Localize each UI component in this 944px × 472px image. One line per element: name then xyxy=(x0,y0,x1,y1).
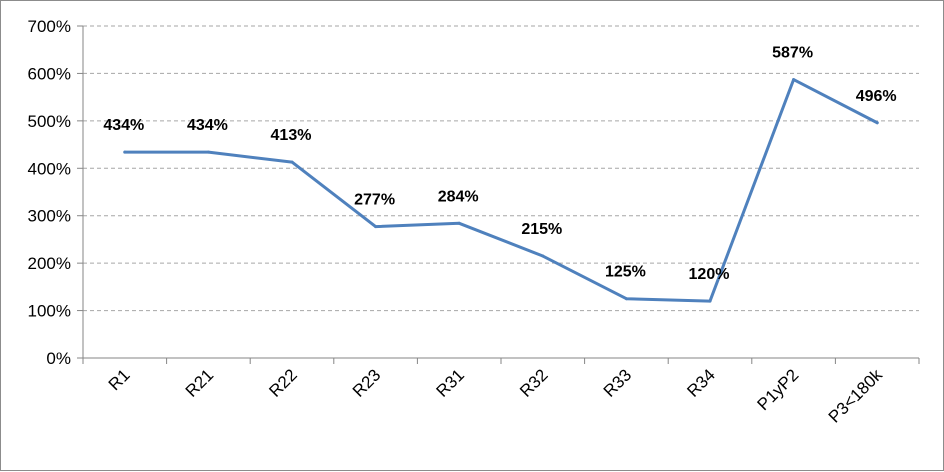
series-line xyxy=(123,78,879,303)
data-point xyxy=(457,221,461,225)
data-point xyxy=(123,150,127,154)
x-tick-label: R23 xyxy=(349,365,384,400)
data-label: 413% xyxy=(271,127,312,144)
x-tick-label: R21 xyxy=(182,365,217,400)
x-tick-label: R22 xyxy=(265,365,300,400)
y-tick-label: 600% xyxy=(28,64,71,83)
data-label: 587% xyxy=(772,45,813,62)
data-point xyxy=(708,299,712,303)
data-series xyxy=(123,78,879,303)
data-label: 284% xyxy=(438,188,479,205)
data-label: 277% xyxy=(354,192,395,209)
x-tick-label: R32 xyxy=(516,365,551,400)
data-point xyxy=(374,225,378,229)
data-label: 125% xyxy=(605,264,646,281)
x-axis-tick-labels: R1 R21 R22 R23 R31 R32 R33 R34 P1yP2 P3<180k xyxy=(105,365,887,427)
y-tick-label: 100% xyxy=(28,302,71,321)
y-tick-label: 0% xyxy=(46,349,71,368)
x-tick-label: R31 xyxy=(433,365,468,400)
y-tick-label: 400% xyxy=(28,159,71,178)
y-tick-label: 700% xyxy=(28,17,71,36)
data-label: 496% xyxy=(856,88,897,105)
x-tick-label: R1 xyxy=(105,365,134,394)
data-label: 215% xyxy=(521,221,562,238)
x-tick-label: R34 xyxy=(683,365,718,400)
y-tick-label: 300% xyxy=(28,207,71,226)
gridlines xyxy=(83,25,919,312)
axes xyxy=(77,25,920,364)
data-label: 434% xyxy=(103,117,144,134)
y-axis-tick-labels: 0% 100% 200% 300% 400% 500% 600% 700% xyxy=(28,17,71,368)
data-point xyxy=(792,78,796,82)
data-point xyxy=(541,254,545,258)
data-point xyxy=(875,121,879,125)
data-label: 120% xyxy=(689,266,730,283)
y-tick-label: 500% xyxy=(28,112,71,131)
x-tick-label: P3<180k xyxy=(825,365,887,427)
x-tick-label: R33 xyxy=(600,365,635,400)
data-labels: 434% 434% 413% 277% 284% 215% 125% 120% 587% 496% xyxy=(103,45,896,283)
y-tick-label: 200% xyxy=(28,254,71,273)
data-point xyxy=(624,297,628,301)
x-tick-label: P1yP2 xyxy=(754,365,803,414)
data-label: 434% xyxy=(187,117,228,134)
data-point xyxy=(290,160,294,164)
data-point xyxy=(206,150,210,154)
